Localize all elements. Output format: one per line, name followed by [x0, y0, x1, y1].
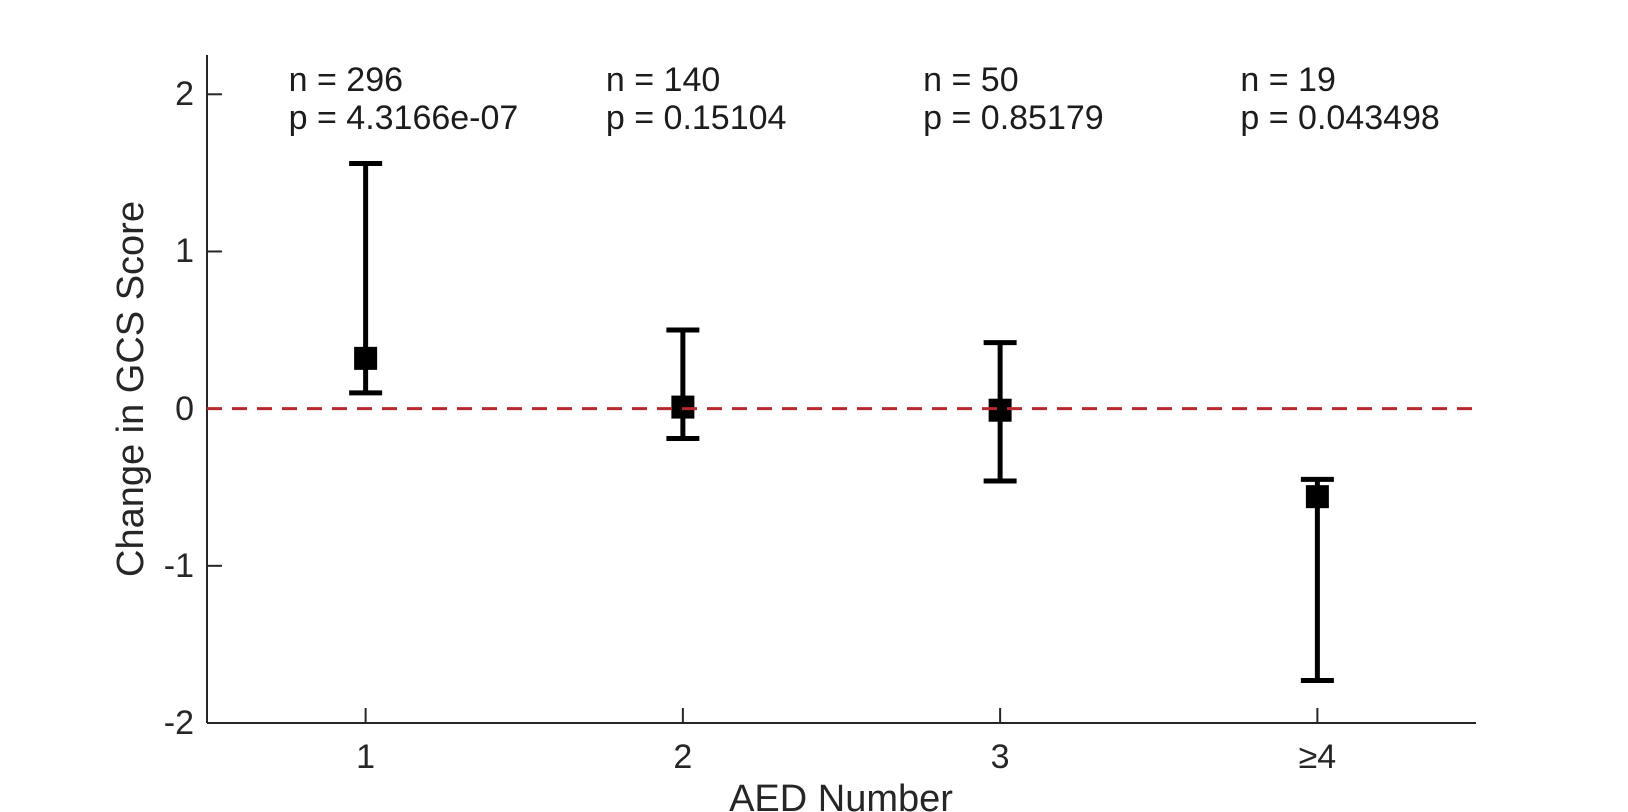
data-point-marker	[988, 398, 1012, 422]
data-point-marker	[671, 395, 695, 419]
data-point-marker	[1305, 485, 1329, 509]
data-point-marker	[354, 346, 378, 370]
